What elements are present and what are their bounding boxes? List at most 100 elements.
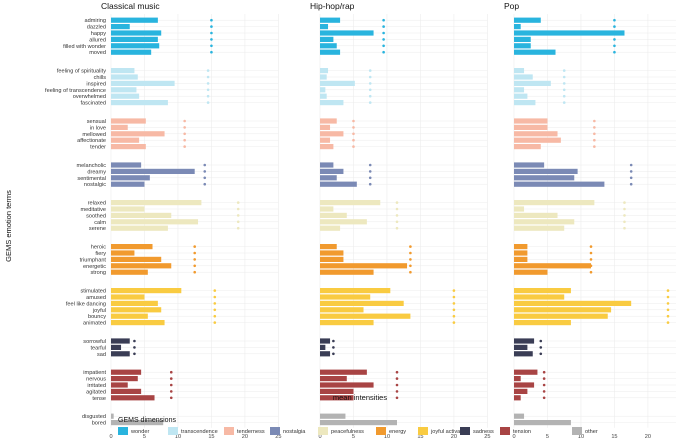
significance-dot	[666, 295, 670, 299]
significance-dot	[206, 101, 210, 104]
significance-dot	[452, 308, 456, 312]
significance-dot	[206, 82, 210, 85]
significance-dot	[352, 132, 355, 136]
bar	[111, 74, 138, 80]
panel-pop: Pop0510152025	[504, 1, 676, 440]
bar	[514, 369, 538, 375]
bar	[514, 225, 565, 231]
bar	[514, 307, 612, 313]
bar	[111, 269, 148, 275]
term-label: chills	[94, 75, 107, 81]
y-axis-title: GEMS emotion terms	[4, 190, 13, 262]
significance-dot	[623, 214, 626, 217]
significance-dot	[666, 308, 670, 312]
bar	[111, 93, 140, 99]
bar	[320, 413, 346, 419]
bar	[111, 288, 182, 294]
legend: wonder transcendence tenderness nostalgia pe…	[118, 427, 598, 435]
significance-dot	[236, 220, 240, 224]
bar	[111, 131, 165, 137]
significance-dot	[213, 295, 217, 299]
bar	[514, 49, 556, 55]
significance-dot	[666, 302, 670, 305]
bar	[514, 338, 535, 344]
bar	[514, 395, 521, 401]
term-label: joyful	[92, 308, 106, 314]
significance-dot	[395, 383, 399, 387]
x-tick-label: 10	[384, 434, 390, 440]
bar	[514, 269, 548, 275]
legend-label: transcendence	[181, 429, 218, 435]
bar	[111, 100, 168, 106]
significance-dot	[332, 346, 335, 349]
significance-dot	[629, 176, 633, 180]
bar	[111, 256, 162, 262]
term-label: bouncy	[88, 314, 106, 320]
significance-dot	[452, 321, 456, 324]
bar	[320, 43, 337, 49]
x-tick-label: 10	[578, 434, 584, 440]
bar	[320, 212, 347, 218]
term-label: bored	[92, 421, 106, 427]
bar	[320, 338, 331, 344]
significance-dot	[133, 346, 136, 349]
term-label: tense	[92, 396, 106, 402]
significance-dot	[395, 201, 399, 204]
bar	[514, 313, 608, 319]
bar	[514, 36, 531, 42]
significance-dot	[666, 314, 670, 318]
bar	[320, 206, 334, 212]
bar	[514, 212, 558, 218]
legend-swatch	[572, 427, 582, 435]
plot-layer: Classical music 0 5 10 15 20 25 Hip-hop/rap 0 5 10…	[45, 1, 676, 440]
significance-dot	[210, 44, 213, 48]
x-tick-label: 5	[546, 434, 549, 440]
bar	[111, 307, 162, 313]
significance-dot	[562, 69, 566, 72]
bar	[111, 168, 195, 174]
term-label: dreamy	[87, 169, 106, 175]
bar	[111, 338, 130, 344]
bar	[320, 269, 374, 275]
term-label: sensual	[87, 119, 106, 125]
significance-dot	[452, 314, 456, 318]
legend-swatch	[224, 427, 234, 435]
bar	[514, 300, 632, 306]
significance-dot	[409, 258, 412, 261]
term-label: sorrowful	[83, 339, 106, 345]
bar	[111, 17, 158, 23]
bar	[320, 288, 391, 294]
legend-swatch	[418, 427, 428, 435]
bar	[111, 80, 175, 86]
bar	[320, 225, 341, 231]
bar	[320, 74, 327, 80]
x-axis-title: mean intensities	[333, 393, 387, 402]
bar	[514, 17, 541, 23]
term-label: impatient	[83, 370, 106, 376]
term-label: soothed	[86, 213, 106, 219]
bar	[320, 388, 354, 394]
bar	[514, 80, 551, 86]
significance-dot	[452, 289, 456, 292]
legend-label: nostalgia	[283, 429, 306, 435]
panel-classical-music: Classical music 0 5 10 15 20 25	[101, 1, 282, 440]
bar	[514, 376, 521, 382]
significance-dot	[183, 126, 186, 129]
term-label: relaxed	[88, 201, 106, 207]
x-tick-label: 20	[242, 434, 248, 440]
x-tick-label: 25	[484, 434, 490, 440]
significance-dot	[352, 119, 355, 123]
significance-dot	[589, 270, 593, 274]
bar	[320, 80, 355, 86]
bar	[111, 351, 130, 357]
bar	[320, 162, 334, 168]
legend-label: joyful activation	[430, 429, 469, 435]
legend-swatch	[318, 427, 328, 435]
significance-dot	[452, 302, 456, 305]
significance-dot	[206, 75, 210, 79]
bar	[320, 376, 347, 382]
significance-dot	[210, 50, 213, 54]
x-tick-label: 15	[611, 434, 617, 440]
bar	[111, 413, 114, 419]
term-label: strong	[90, 270, 106, 276]
